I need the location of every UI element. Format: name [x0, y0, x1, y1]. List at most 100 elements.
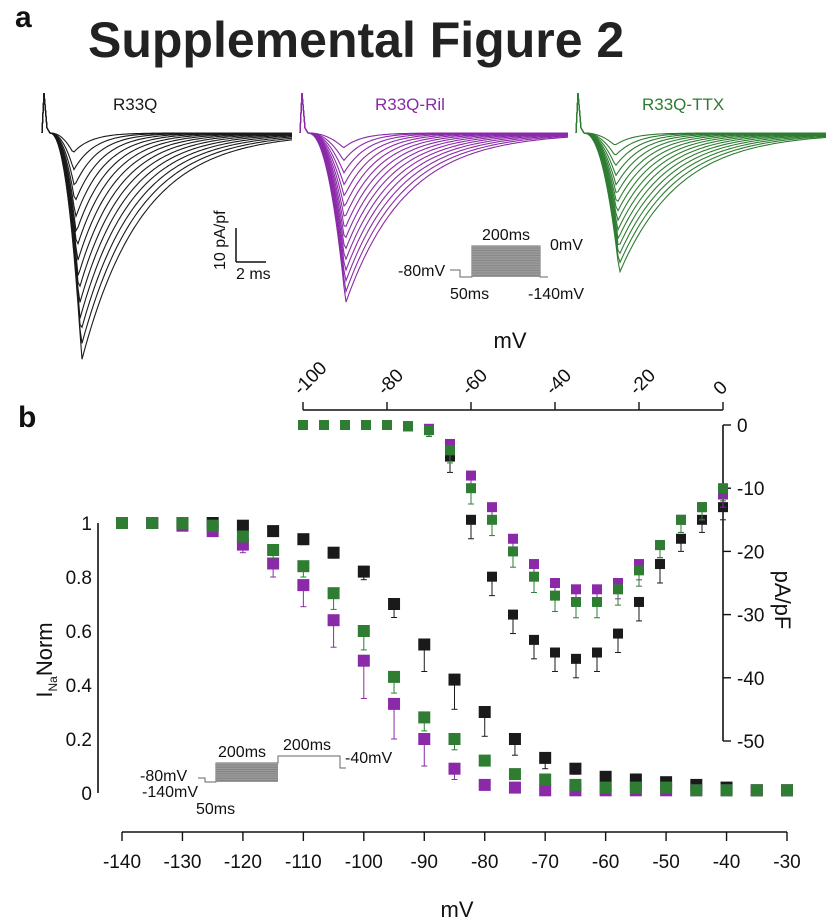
- inactivation-x-tick-label: -30: [773, 852, 800, 873]
- data-point: [697, 502, 707, 513]
- data-point: [327, 546, 340, 559]
- iv-data: [298, 420, 728, 679]
- data-point: [388, 598, 401, 610]
- inactivation-x-tick-label: -50: [652, 852, 679, 873]
- current-trace: [41, 92, 293, 319]
- trace-label-r33q-ril: R33Q-Ril: [375, 95, 445, 114]
- inactivation-y-tick-label: 0: [81, 784, 92, 805]
- data-point: [720, 784, 733, 797]
- protocol-a-step-lines: [472, 247, 540, 276]
- current-trace: [41, 92, 292, 276]
- inactivation-x-tick-label: -130: [163, 852, 201, 873]
- data-point: [267, 544, 280, 556]
- data-point: [357, 565, 370, 578]
- current-trace: [299, 92, 569, 250]
- data-point: [550, 578, 560, 588]
- data-point: [487, 502, 497, 513]
- protocol-a-step-top: 0mV: [550, 237, 583, 254]
- data-point: [599, 770, 612, 783]
- current-trace: [575, 92, 827, 240]
- data-point: [478, 706, 491, 718]
- data-point: [529, 634, 539, 645]
- data-point: [327, 614, 340, 627]
- data-point: [613, 584, 623, 595]
- current-trace: [41, 92, 293, 344]
- trace-label-r33q: R33Q: [113, 95, 157, 114]
- data-point: [592, 584, 602, 595]
- data-point: [571, 653, 581, 664]
- current-trace: [41, 92, 292, 171]
- scale-bar: 10 pA/pf 2 ms: [212, 210, 271, 283]
- data-point: [655, 540, 665, 551]
- iv-y-tick-label: -30: [737, 606, 764, 627]
- protocol-b-step-duration: 200ms: [218, 744, 266, 761]
- data-point: [445, 438, 455, 449]
- data-point: [690, 784, 703, 797]
- protocol-a-prepulse-duration: 50ms: [450, 286, 489, 303]
- data-point: [297, 533, 310, 546]
- figure-title: Supplemental Figure 2: [88, 12, 624, 68]
- iv-y-tick-label: -10: [737, 479, 764, 500]
- protocol-b: 200ms 200ms -40mV -80mV -140mV 50ms: [140, 737, 392, 818]
- protocol-a: 200ms 0mV -80mV 50ms -140mV: [398, 227, 584, 303]
- data-point: [599, 781, 612, 794]
- inactivation-y-label-main: I: [32, 692, 57, 698]
- iv-x-tick-label: -60: [458, 365, 492, 399]
- protocol-a-step-block: [472, 246, 540, 277]
- data-point: [750, 784, 763, 797]
- data-point: [655, 559, 665, 570]
- data-point: [539, 773, 552, 786]
- iv-x-tick-label: 0: [710, 377, 732, 399]
- data-point: [357, 654, 370, 667]
- data-point: [146, 517, 159, 529]
- scale-bar-x-label: 2 ms: [236, 266, 271, 283]
- data-point: [508, 781, 521, 794]
- protocol-b-prepulse-duration: 50ms: [196, 801, 235, 818]
- data-point: [569, 778, 582, 791]
- data-point: [508, 546, 518, 557]
- data-point: [206, 519, 219, 532]
- inactivation-y-tick-label: 0.4: [66, 676, 93, 697]
- iv-y-label: pA/pF: [770, 571, 795, 630]
- current-trace: [575, 92, 827, 264]
- data-point: [448, 762, 461, 775]
- current-trace: [299, 92, 568, 272]
- protocol-b-hold: -80mV: [140, 768, 187, 785]
- data-point: [357, 625, 370, 637]
- data-point: [297, 579, 310, 592]
- data-point: [676, 533, 686, 544]
- inactivation-x-tick-label: -60: [592, 852, 619, 873]
- data-point: [613, 578, 623, 588]
- data-point: [298, 420, 308, 430]
- data-point: [319, 420, 329, 430]
- iv-y-tick-label: -20: [737, 542, 764, 563]
- data-point: [634, 596, 644, 607]
- protocol-b-step-block: [216, 763, 278, 782]
- data-point: [613, 628, 623, 639]
- current-trace: [41, 92, 292, 288]
- data-point: [487, 571, 497, 582]
- iv-y-tick-label: -50: [737, 732, 764, 753]
- inactivation-y-tick-label: 0.2: [66, 730, 92, 751]
- data-point: [592, 647, 602, 658]
- data-point: [424, 425, 434, 436]
- inactivation-x-tick-label: -90: [411, 852, 438, 873]
- data-point: [448, 733, 461, 745]
- trace-family-r33q-ttx: [575, 92, 827, 274]
- current-trace: [575, 92, 826, 232]
- data-point: [718, 483, 728, 494]
- inactivation-x-label: mV: [441, 897, 474, 922]
- current-trace: [41, 92, 293, 303]
- data-point: [340, 420, 350, 430]
- panel-letter-a: a: [15, 1, 32, 34]
- data-point: [550, 647, 560, 658]
- data-point: [466, 483, 476, 494]
- current-trace: [575, 92, 826, 212]
- data-point: [571, 584, 581, 595]
- protocol-b-prepulse: -140mV: [142, 784, 198, 801]
- inactivation-axes: mV INaNorm -140 -130 -120 -110 -100 -90 -80 -70…: [32, 514, 801, 922]
- iv-axes: mV pA/pF -100 -80 -60 -40 -20 00 -10 -20 -30 -40 -…: [290, 328, 795, 753]
- protocol-a-prepulse: -140mV: [528, 286, 584, 303]
- data-point: [508, 733, 521, 745]
